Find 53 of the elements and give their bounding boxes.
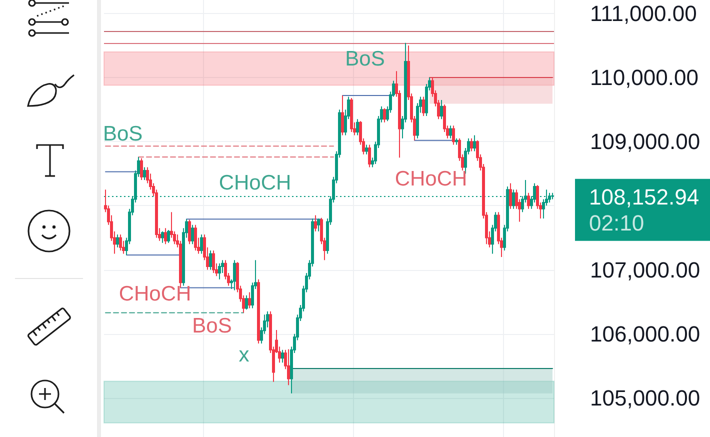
candlestick [422, 96, 425, 116]
candlestick [143, 166, 146, 181]
y-tick-label: 106,000.00 [590, 321, 700, 346]
annotation: CHoCH [118, 282, 192, 306]
candlestick [281, 349, 284, 364]
candlestick [383, 108, 386, 123]
candlestick [248, 292, 251, 309]
candlestick [455, 138, 458, 146]
candlestick [473, 134, 476, 152]
candlestick [470, 138, 473, 152]
candlestick [164, 228, 167, 245]
annotation: CHoCH [394, 168, 468, 190]
candlestick [161, 230, 164, 244]
candlestick [218, 262, 221, 280]
y-tick-label: 105,000.00 [590, 385, 700, 410]
candlestick [245, 294, 248, 310]
y-tick-label: 110,000.00 [590, 65, 698, 90]
candlestick [233, 260, 236, 291]
candlestick [257, 278, 260, 344]
candlestick [212, 250, 215, 274]
y-tick-label: 107,000.00 [590, 257, 700, 282]
y-tick-label: 111,000.00 [590, 0, 697, 26]
candlestick [140, 158, 143, 181]
candlestick [356, 118, 359, 136]
candlestick [452, 125, 455, 146]
candlestick [548, 192, 551, 203]
candlestick [314, 214, 317, 232]
annotation: BoS [345, 48, 385, 70]
annotation: CHoCH [218, 172, 292, 194]
candlestick [440, 99, 443, 120]
candlestick [527, 192, 530, 210]
candlestick [365, 144, 368, 155]
candlestick [209, 250, 212, 270]
ref-line-label: 108,152.94 02:10 [589, 184, 700, 236]
candlestick [287, 348, 290, 386]
y-tick-label: 109,000.00 [590, 129, 700, 154]
candlestick [341, 94, 344, 136]
candlestick [350, 98, 353, 132]
candlestick [191, 224, 194, 245]
candlestick [167, 230, 170, 244]
candlestick [368, 144, 371, 168]
annotation: x [238, 344, 250, 366]
candlestick [194, 224, 197, 252]
annotation: BoS [192, 314, 232, 338]
candlestick [200, 234, 203, 254]
annotation: BoS [103, 122, 143, 146]
candlestick [119, 234, 122, 252]
candlestick [449, 125, 452, 139]
candlestick [512, 189, 515, 210]
candlestick [317, 218, 320, 232]
candlestick [188, 219, 191, 245]
candlestick [116, 234, 119, 248]
candlestick [509, 182, 512, 210]
